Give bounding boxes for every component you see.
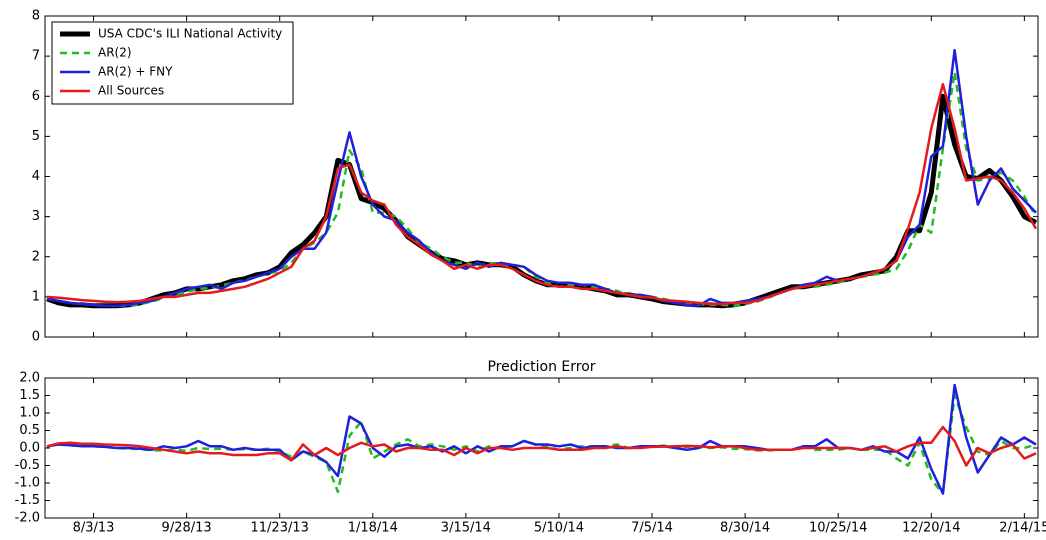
y-tick-label: 0.5 — [19, 423, 40, 438]
x-tick-label: 8/3/13 — [73, 521, 115, 536]
x-tick-label: 3/15/14 — [441, 521, 491, 536]
y-tick-label: 0 — [32, 330, 40, 345]
y-tick-label: 4 — [32, 169, 40, 184]
series-line — [46, 383, 1037, 495]
legend-label: AR(2) — [98, 46, 132, 60]
subplot-title: Prediction Error — [487, 359, 595, 375]
y-tick-label: 2 — [32, 249, 40, 264]
y-tick-label: -1.5 — [15, 493, 40, 508]
x-tick-label: 5/10/14 — [534, 521, 584, 536]
y-tick-label: -0.5 — [15, 458, 40, 473]
y-tick-label: 8 — [32, 9, 40, 24]
y-tick-label: -1.0 — [15, 476, 40, 491]
y-tick-label: 1.0 — [19, 406, 40, 421]
plot-frame — [44, 15, 1039, 338]
legend-label: USA CDC's ILI National Activity — [98, 27, 282, 41]
y-tick-label: 6 — [32, 89, 40, 104]
series-line — [46, 93, 1038, 309]
x-tick-label: 2/14/15 — [999, 521, 1046, 536]
x-tick-label: 9/28/13 — [162, 521, 212, 536]
series-line — [46, 425, 1037, 467]
x-tick-label: 8/30/14 — [720, 521, 770, 536]
y-tick-label: 5 — [32, 129, 40, 144]
y-tick-label: 1 — [32, 289, 40, 304]
x-tick-label: 1/18/14 — [348, 521, 398, 536]
x-tick-label: 12/20/14 — [902, 521, 960, 536]
x-tick-label: 11/23/13 — [251, 521, 309, 536]
y-tick-label: 0.0 — [19, 441, 40, 456]
series-line — [46, 82, 1038, 306]
y-tick-label: 1.5 — [19, 388, 40, 403]
y-tick-label: 3 — [32, 209, 40, 224]
plot-frame — [44, 377, 1039, 519]
series-line — [46, 70, 1038, 307]
x-tick-label: 10/25/14 — [809, 521, 867, 536]
x-tick-label: 7/5/14 — [631, 521, 673, 536]
legend-label: AR(2) + FNY — [98, 65, 173, 79]
legend-box — [51, 21, 294, 105]
y-tick-label: 2.0 — [19, 371, 40, 386]
y-tick-label: -2.0 — [15, 511, 40, 526]
legend-label: All Sources — [98, 84, 164, 98]
y-tick-label: 7 — [32, 49, 40, 64]
